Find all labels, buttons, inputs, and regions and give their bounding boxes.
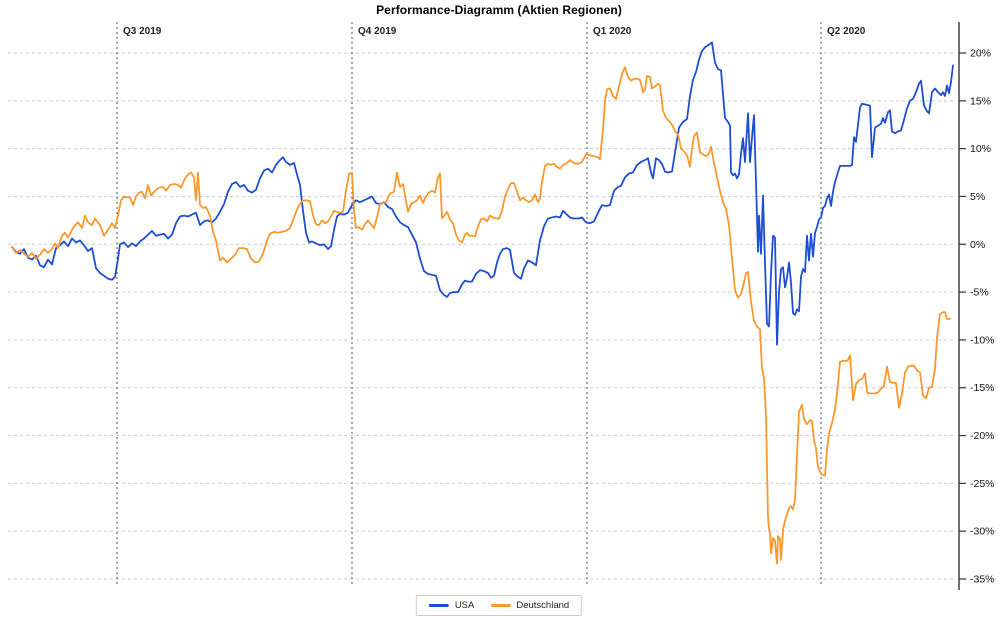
quarter-label-q2-2020: Q2 2020 [827,26,866,37]
legend-item-usa[interactable]: USA [428,600,475,611]
y-axis-label-20: 20% [970,48,991,60]
y-axis-label--10: -10% [970,334,995,346]
y-axis-label--30: -30% [970,526,995,538]
y-axis-label--35: -35% [970,574,995,586]
y-axis-label-0: 0% [970,239,985,251]
legend-label-deutschland: Deutschland [516,600,570,611]
chart-title: Performance-Diagramm (Aktien Regionen) [376,3,622,17]
quarter-label-q3-2019: Q3 2019 [123,26,162,37]
y-axis-label-5: 5% [970,191,985,203]
y-axis-label-15: 15% [970,95,991,107]
legend-item-deutschland[interactable]: Deutschland [490,600,569,611]
series-line-usa [11,41,954,346]
y-axis-label--15: -15% [970,382,995,394]
series-line-deutschland [11,66,951,565]
quarter-label-q4-2019: Q4 2019 [358,26,397,37]
y-axis-label--5: -5% [970,287,989,299]
quarter-label-q1-2020: Q1 2020 [593,26,632,37]
y-axis-label--25: -25% [970,478,995,490]
legend-label-usa: USA [454,600,475,611]
usa-line-swatch [428,604,449,607]
chart-legend: USA Deutschland [415,595,583,616]
deutschland-line-swatch [490,604,511,607]
y-axis-label-10: 10% [970,143,991,155]
y-axis-label--20: -20% [970,430,995,442]
